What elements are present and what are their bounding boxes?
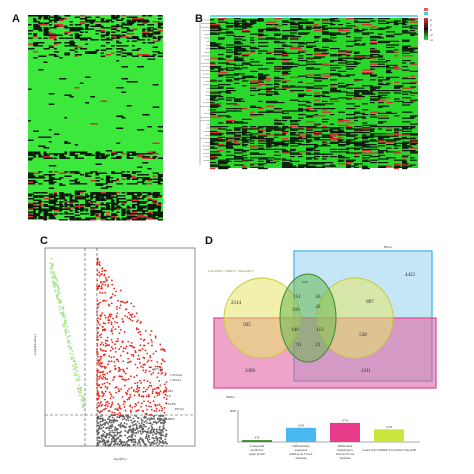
panel-label-c: C xyxy=(40,235,48,247)
panel-label-b: B xyxy=(195,13,203,25)
venn-count-right-only: 897 xyxy=(366,300,374,305)
bar-label-1-line-1: Compound xyxy=(250,444,265,448)
venn-count-mid-left: 310 xyxy=(292,308,300,313)
venn-set-label-blue: DEGs xyxy=(384,245,393,249)
venn-count-pink-right: 1311 xyxy=(361,369,371,374)
bar-y-tick: 8000 xyxy=(230,409,237,413)
gene-label-2: CYP19A1 xyxy=(170,373,183,377)
bar-label-3-line-1: Differential xyxy=(338,444,353,448)
venn-set-label-pink: DMGs xyxy=(226,395,235,399)
venn-count-mid-right: 113 xyxy=(316,328,324,333)
bar-value-2: 3545 xyxy=(298,423,305,427)
bar-label-3-line-3: sites in TCGA xyxy=(336,452,355,456)
venn-count-mid-left-outer: 935 xyxy=(243,323,251,328)
bar-value-3: 4776 xyxy=(342,418,349,422)
venn-count-center: 140 xyxy=(291,328,299,333)
volcano-x-axis-label: log2(FC) xyxy=(114,457,128,461)
bar-label-4-line-2: GeneCards+OMIM+LiverAtlas+OncoDB xyxy=(362,448,416,452)
bar-2 xyxy=(286,427,316,442)
gene-label-3: CYP1A2 xyxy=(170,378,182,382)
bar-3 xyxy=(330,422,360,442)
bar-label-2-line-1: Differentially xyxy=(292,444,310,448)
legend-value-5: -4 xyxy=(430,38,433,42)
venn-count-low-left: 91 xyxy=(297,343,303,348)
legend-value-2: 2 xyxy=(430,23,432,27)
bar-label-2-line-3: mRNAs in TCGA xyxy=(289,452,313,456)
bar-label-1-line-3: target in GIF xyxy=(249,452,266,456)
legend-value-1: 4 xyxy=(430,18,432,22)
panel-label-a: A xyxy=(12,13,20,25)
venn-count-top-right: 43 xyxy=(316,305,322,310)
venn-count-top-left: 151 xyxy=(293,295,301,300)
venn-count-blue-only: 4422 xyxy=(405,273,416,278)
bar-label-2-line-4: database xyxy=(296,456,308,460)
bar-1 xyxy=(242,440,272,442)
gene-label-1: CYP7A1 xyxy=(152,367,164,371)
gene-label-8: MMP9 xyxy=(166,417,175,421)
venn-set-label-left: GSE41804 + DMETs + DisGeNET xyxy=(208,269,253,273)
bar-value-4: 3176 xyxy=(386,425,393,429)
venn-set-center xyxy=(279,273,337,363)
volcano-y-axis-label: -log10(P.value) xyxy=(33,333,37,355)
gene-label-6: EGFR xyxy=(168,402,176,406)
bar-4 xyxy=(374,429,404,442)
legend-value-4: -2 xyxy=(430,33,433,37)
gene-label-5: IL6 xyxy=(166,394,171,398)
venn-count-mid-right-outer: 538 xyxy=(359,333,367,338)
venn-count-low-right: 21 xyxy=(316,343,322,348)
venn-count-left-only: 2314 xyxy=(231,301,242,306)
bar-label-1-line-2: predictive xyxy=(251,448,264,452)
bar-label-3-line-2: methylation xyxy=(337,448,353,452)
gene-label-7: PTGS2 xyxy=(175,407,184,411)
legend-value-3: 0 xyxy=(430,28,432,32)
venn-set-label-top: GSE xyxy=(302,280,308,284)
venn-count-top-center: 43 xyxy=(316,295,322,300)
bar-value-1: 474 xyxy=(255,436,260,440)
bar-label-2-line-2: expressed xyxy=(295,448,308,452)
gene-label-4: ESR1 xyxy=(166,389,174,393)
panel-label-d: D xyxy=(205,235,213,247)
bar-label-3-line-4: database xyxy=(340,456,352,460)
venn-count-pink-left: 3369 xyxy=(245,369,256,374)
